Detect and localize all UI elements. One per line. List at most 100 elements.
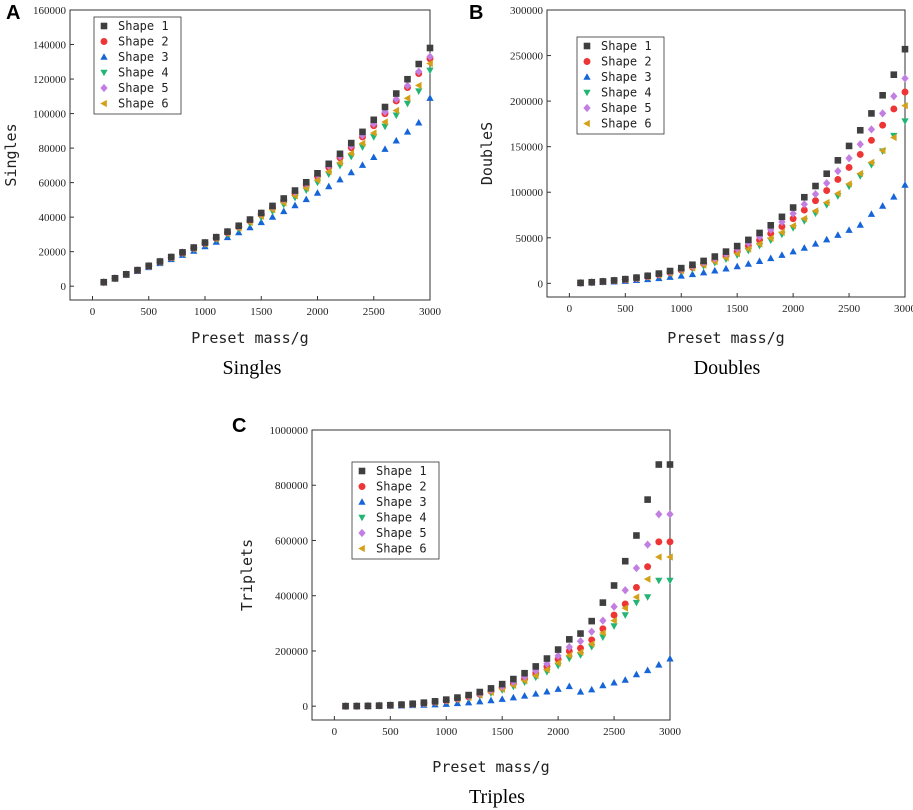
data-point [666, 461, 674, 468]
legend-marker [358, 483, 366, 490]
data-point [778, 228, 785, 236]
data-point [745, 236, 752, 244]
data-point [398, 701, 405, 708]
data-point [856, 221, 864, 228]
data-point [291, 201, 299, 209]
data-point [878, 146, 886, 155]
legend-label: Shape 1 [601, 39, 652, 53]
data-point [543, 666, 550, 674]
data-point [655, 510, 663, 519]
legend-label: Shape 6 [601, 117, 652, 131]
y-tick-label-b: 250000 [510, 51, 544, 63]
data-point [778, 251, 786, 258]
data-point [890, 133, 897, 142]
data-point [823, 235, 831, 243]
data-point [699, 268, 708, 276]
data-point [543, 687, 551, 695]
data-point [392, 95, 400, 104]
x-tick-label-c: 1500 [491, 726, 514, 738]
data-point [666, 267, 674, 275]
data-point [426, 44, 434, 52]
y-tick-label-c: 400000 [275, 591, 309, 603]
data-point [532, 663, 540, 670]
series-c-shape-6 [341, 553, 673, 710]
y-tick-label-c: 200000 [275, 646, 309, 658]
data-point [878, 202, 887, 209]
data-point [890, 71, 898, 78]
data-point [588, 617, 595, 625]
data-point [834, 231, 842, 238]
data-point [347, 168, 355, 176]
data-point [733, 242, 741, 250]
y-tick-label-b: 0 [538, 278, 544, 290]
data-point [415, 60, 423, 68]
data-point [268, 213, 277, 220]
legend-marker [100, 99, 107, 108]
data-point [224, 228, 231, 235]
data-point [577, 630, 584, 637]
data-point [655, 461, 663, 468]
legend-marker [358, 467, 366, 475]
data-point [655, 660, 663, 668]
data-point [353, 702, 361, 710]
y-tick-label-c: 0 [303, 701, 309, 713]
data-point [610, 277, 618, 284]
data-point [324, 168, 332, 176]
x-tick-label-b: 2500 [838, 303, 861, 315]
data-point [789, 204, 797, 211]
data-point [392, 136, 400, 144]
data-point [358, 161, 367, 168]
data-point [822, 198, 830, 207]
data-point [409, 700, 416, 708]
y-tick-label-b: 300000 [510, 5, 544, 17]
data-point [655, 270, 663, 277]
data-point [269, 202, 276, 210]
data-point [302, 178, 310, 186]
x-tick-label-b: 1000 [670, 303, 693, 315]
y-tick-label-b: 200000 [510, 96, 544, 108]
data-point [655, 577, 663, 585]
data-point [415, 67, 423, 76]
data-point [587, 640, 595, 648]
legend-marker [100, 53, 108, 60]
data-point [431, 698, 439, 705]
legend-label: Shape 5 [601, 101, 652, 115]
data-point [867, 210, 876, 217]
x-axis-title-c: Preset mass/g [432, 758, 549, 776]
data-point [901, 118, 909, 125]
data-point [823, 170, 830, 178]
legend-marker [583, 42, 591, 50]
panel-label-c: C [232, 415, 246, 437]
data-point [403, 100, 412, 108]
legend-label: Shape 1 [118, 19, 169, 33]
data-point [632, 583, 640, 591]
data-point [426, 59, 433, 68]
data-point [325, 160, 333, 168]
legend-label: Shape 6 [118, 97, 169, 111]
x-tick-label-b: 1500 [726, 303, 749, 315]
legend-marker [100, 38, 108, 45]
data-point [845, 226, 853, 233]
data-point [565, 651, 573, 660]
data-point [677, 271, 685, 279]
data-point [811, 207, 819, 215]
data-point [666, 510, 674, 519]
data-point [610, 616, 617, 625]
data-point [901, 181, 909, 188]
data-point [633, 532, 640, 539]
data-point [610, 602, 618, 611]
y-tick-label-c: 1000000 [270, 425, 309, 437]
data-point [454, 694, 461, 701]
data-point [201, 239, 209, 246]
data-point [387, 701, 394, 709]
data-point [655, 553, 662, 561]
data-point [359, 128, 366, 136]
data-point [313, 189, 322, 196]
data-point [622, 275, 629, 283]
data-point [621, 604, 629, 612]
data-point [643, 594, 652, 601]
data-point [901, 45, 909, 53]
data-point [381, 118, 388, 126]
